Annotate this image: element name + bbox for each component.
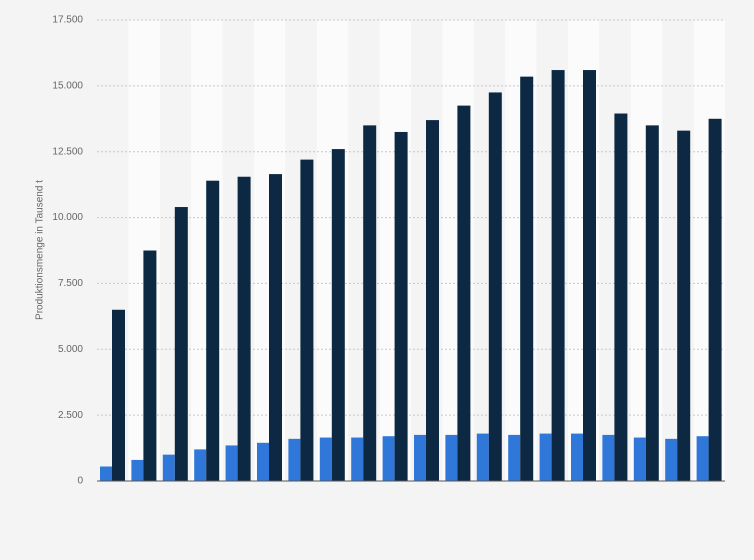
bar [665, 438, 678, 481]
bar [614, 113, 628, 481]
y-axis-label: Produktionsmenge in Tausend t [35, 180, 46, 320]
bar [257, 442, 269, 481]
y-tick-label: 5.000 [58, 344, 83, 355]
bar [100, 466, 112, 481]
y-tick-label: 2.500 [58, 410, 83, 421]
bar [414, 434, 426, 481]
bar [382, 436, 395, 481]
bar [457, 105, 471, 481]
bar [174, 207, 188, 481]
bar [633, 437, 646, 481]
bar [476, 433, 489, 481]
bar [225, 445, 238, 481]
bar [319, 437, 332, 481]
bar [539, 433, 552, 481]
bar [677, 130, 691, 481]
bar [708, 118, 722, 482]
y-tick-label: 12.500 [52, 146, 83, 157]
bar [194, 449, 207, 481]
y-tick-label: 10.000 [52, 212, 83, 223]
bar [394, 131, 408, 481]
bar [269, 174, 282, 481]
bar [508, 434, 521, 481]
bar [143, 250, 157, 481]
bar [571, 433, 583, 481]
bar [112, 309, 125, 481]
bar [288, 438, 301, 481]
bar [602, 434, 615, 481]
bar [445, 434, 458, 481]
bar [206, 180, 220, 482]
bar [696, 436, 709, 481]
y-tick-label: 0 [77, 476, 83, 487]
y-tick-label: 7.500 [58, 278, 83, 289]
bar [488, 92, 502, 481]
y-tick-label: 15.000 [52, 80, 83, 91]
bar [162, 454, 175, 481]
bar [331, 149, 345, 481]
bar [583, 70, 596, 482]
bar [520, 76, 534, 481]
bar [351, 437, 364, 481]
bar [645, 125, 659, 481]
bar [363, 125, 377, 481]
y-tick-label: 17.500 [52, 15, 83, 26]
bar [131, 459, 144, 481]
bar [551, 70, 565, 482]
bar [237, 176, 251, 482]
bar [426, 120, 439, 482]
bar [300, 159, 314, 482]
